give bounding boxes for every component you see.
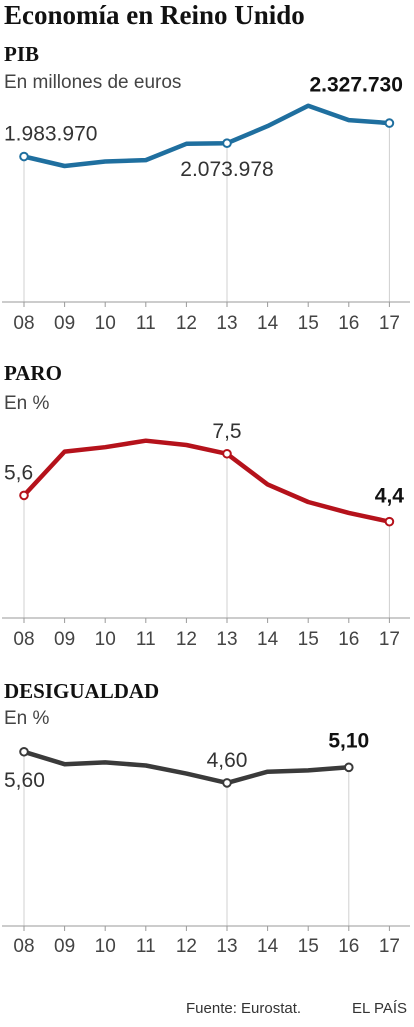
x-tick-label: 15 [298,936,319,957]
desigualdad-title: DESIGUALDAD [4,679,160,703]
marked-data-point [222,448,232,459]
data-label: 2.327.730 [309,74,402,97]
x-tick-label: 09 [54,629,75,650]
x-tick-label: 11 [136,629,156,650]
marked-data-point [344,762,354,773]
x-tick-label: 17 [379,629,400,650]
x-tick-label: 13 [216,629,237,650]
marked-data-point [384,118,395,128]
data-label: 5,10 [328,729,369,752]
data-label: 1.983.970 [4,123,97,146]
series-line [21,438,392,524]
data-label: 5,60 [4,769,45,792]
x-tick-label: 09 [54,313,75,334]
x-tick-label: 16 [338,629,359,650]
data-label: 4,4 [375,485,405,508]
brand-logo: EL PAÍS [352,1000,408,1017]
marked-data-point [19,151,29,162]
pib-unit: En millones de euros [4,72,182,93]
source-note: Fuente: Eurostat. [186,1000,302,1017]
desigualdad-unit: En % [4,708,50,729]
x-tick-label: 14 [257,629,279,650]
paro-title: PARO [4,361,62,385]
x-tick-label: 08 [13,936,34,957]
x-tick-label: 14 [257,936,279,957]
x-tick-label: 15 [298,629,319,650]
marked-data-point [222,138,232,149]
paro-chart: 08 09 10 11 12 13 14 15 16 17 5,6 7,5 4,4 [2,420,410,650]
desigualdad-chart: 08 09 10 11 12 13 14 15 16 17 5,60 4,60 5,10 [2,729,410,957]
series-line [21,749,352,786]
x-tick-label: 11 [136,936,156,957]
x-tick-label: 15 [298,313,319,334]
pib-chart: 08 09 10 11 12 13 14 15 16 17 1.983.970 2.073.978 2.… [2,74,410,334]
x-tick-label: 09 [54,936,75,957]
x-tick-label: 13 [216,313,237,334]
pib-title: PIB [4,42,40,66]
series-line [21,103,392,169]
x-tick-label: 16 [338,936,359,957]
x-tick-label: 11 [136,313,156,334]
x-tick-label: 16 [338,313,359,334]
marked-data-point [222,778,232,788]
marked-data-point [384,516,395,527]
x-tick-label: 14 [257,313,279,334]
marked-data-point [19,490,29,501]
paro-unit: En % [4,393,50,414]
x-tick-label: 13 [216,936,237,957]
x-tick-label: 10 [95,313,116,334]
data-label: 2.073.978 [180,158,273,181]
x-tick-label: 10 [95,936,116,957]
x-tick-label: 17 [379,936,400,957]
data-label: 7,5 [212,420,241,443]
x-tick-label: 17 [379,313,400,334]
marked-data-point [19,746,29,757]
page-title: Economía en Reino Unido [4,0,305,30]
x-tick-label: 12 [176,936,197,957]
data-label: 5,6 [4,461,33,484]
x-tick-label: 08 [13,313,34,334]
x-tick-label: 12 [176,629,197,650]
x-tick-label: 10 [95,629,116,650]
x-tick-label: 08 [13,629,34,650]
data-label: 4,60 [207,749,248,772]
x-tick-label: 12 [176,313,197,334]
